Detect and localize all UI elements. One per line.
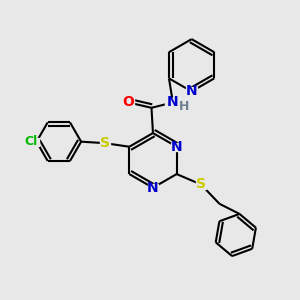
Bar xyxy=(100,139,110,147)
Bar xyxy=(196,180,206,189)
Text: S: S xyxy=(196,178,206,191)
Text: H: H xyxy=(179,100,189,112)
Text: N: N xyxy=(186,84,197,98)
Text: N: N xyxy=(167,95,179,110)
Bar xyxy=(186,87,197,96)
Bar xyxy=(165,98,181,106)
Bar xyxy=(148,184,158,192)
Bar xyxy=(24,137,39,146)
Text: N: N xyxy=(147,181,159,195)
Bar xyxy=(172,142,182,151)
Text: N: N xyxy=(171,140,182,154)
Text: S: S xyxy=(100,136,110,150)
Text: Cl: Cl xyxy=(25,135,38,148)
Bar xyxy=(123,98,134,106)
Text: O: O xyxy=(122,95,134,110)
